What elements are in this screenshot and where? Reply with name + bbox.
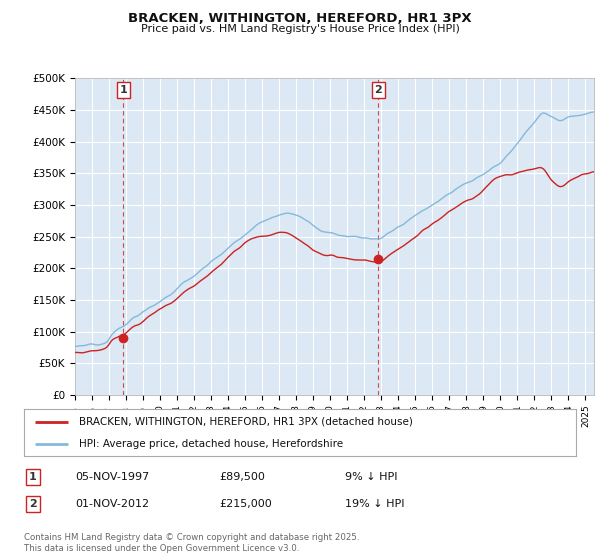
Text: 2: 2 <box>29 499 37 509</box>
Text: £89,500: £89,500 <box>219 472 265 482</box>
Text: Price paid vs. HM Land Registry's House Price Index (HPI): Price paid vs. HM Land Registry's House … <box>140 24 460 34</box>
Text: 1: 1 <box>119 85 127 95</box>
Text: BRACKEN, WITHINGTON, HEREFORD, HR1 3PX (detached house): BRACKEN, WITHINGTON, HEREFORD, HR1 3PX (… <box>79 417 413 427</box>
Text: 01-NOV-2012: 01-NOV-2012 <box>75 499 149 509</box>
Text: 2: 2 <box>374 85 382 95</box>
Text: £215,000: £215,000 <box>219 499 272 509</box>
Text: 05-NOV-1997: 05-NOV-1997 <box>75 472 149 482</box>
Text: 19% ↓ HPI: 19% ↓ HPI <box>345 499 404 509</box>
Text: BRACKEN, WITHINGTON, HEREFORD, HR1 3PX: BRACKEN, WITHINGTON, HEREFORD, HR1 3PX <box>128 12 472 25</box>
Text: 1: 1 <box>29 472 37 482</box>
Text: Contains HM Land Registry data © Crown copyright and database right 2025.
This d: Contains HM Land Registry data © Crown c… <box>24 533 359 553</box>
Text: 9% ↓ HPI: 9% ↓ HPI <box>345 472 398 482</box>
Text: HPI: Average price, detached house, Herefordshire: HPI: Average price, detached house, Here… <box>79 438 343 449</box>
